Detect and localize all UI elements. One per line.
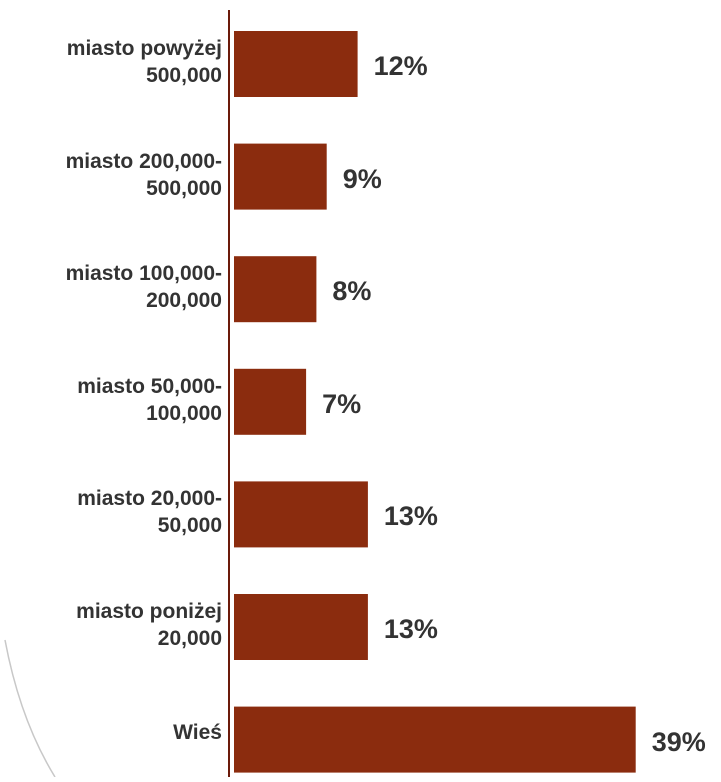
category-label-1: miasto powyżej 500,000 [2,35,222,89]
category-label-line: Wieś [173,720,222,744]
category-label-6: miasto poniżej 20,000 [2,598,222,652]
value-label-4: 7% [322,388,362,419]
category-label-line: 500,000 [146,176,222,200]
category-label-5: miasto 20,000- 50,000 [2,485,222,539]
value-label-7: 39% [651,726,706,757]
value-label-6: 13% [383,614,438,644]
bar-6 [234,594,368,660]
category-label-line: 200,000 [146,289,222,313]
bar-1 [234,31,358,97]
category-label-line: 100,000 [146,401,222,425]
category-label-line: 20,000 [157,627,222,650]
category-label-7: Wieś [2,719,222,746]
bar-2 [234,143,327,210]
category-label-line: miasto 100,000- [65,262,222,286]
bar-3 [234,256,317,323]
value-label-2: 9% [342,163,382,194]
bar-7 [234,706,636,773]
category-label-4: miasto 50,000- 100,000 [2,373,222,427]
category-label-3: miasto 100,000- 200,000 [2,260,222,314]
category-label-line: miasto 200,000- [65,149,222,173]
value-label-1: 12% [373,51,428,81]
value-label-5: 13% [383,501,438,532]
bars-group [234,31,636,773]
category-label-line: miasto 20,000- [77,487,222,511]
category-label-line: miasto 50,000- [77,374,222,398]
category-label-line: 50,000 [157,514,222,538]
category-label-2: miasto 200,000- 500,000 [2,148,222,202]
background-arc [4,639,56,778]
category-label-line: 500,000 [146,64,222,87]
bar-4 [234,368,307,435]
bar-5 [234,481,368,548]
category-label-line: miasto powyżej [66,37,222,60]
category-label-line: miasto poniżej [76,600,222,623]
value-label-3: 8% [332,276,372,307]
